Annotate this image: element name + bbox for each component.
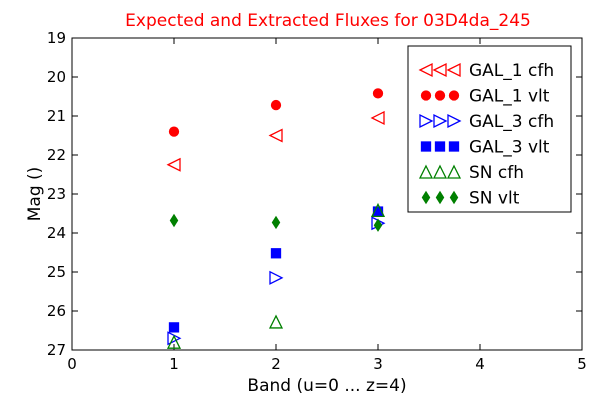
x-axis-label: Band (u=0 ... z=4) <box>247 376 406 396</box>
legend-marker <box>420 90 432 101</box>
legend-entry: SN cfh <box>418 163 524 183</box>
y-tick-label: 23 <box>47 185 66 203</box>
legend-marker <box>449 190 459 205</box>
y-tick-label: 24 <box>47 224 66 242</box>
legend-marker <box>447 113 462 129</box>
data-point-sn-cfh <box>166 334 182 349</box>
legend-entry: GAL_1 cfh <box>418 61 554 81</box>
data-point-sn-vlt <box>169 213 179 228</box>
data-point-gal-1-cfh <box>166 157 181 172</box>
legend-marker <box>421 190 431 205</box>
x-tick-label: 5 <box>577 355 587 373</box>
legend-label: GAL_1 cfh <box>469 61 554 81</box>
data-point-sn-vlt <box>373 218 383 232</box>
legend-marker <box>434 90 446 101</box>
legend-label: GAL_3 cfh <box>469 112 554 132</box>
data-point-gal-1-cfh <box>370 110 385 126</box>
y-tick-label: 25 <box>47 263 66 281</box>
data-point-sn-vlt <box>271 215 281 230</box>
legend-marker <box>435 190 445 205</box>
legend-marker <box>419 113 434 129</box>
data-point-gal-3-vlt <box>168 322 180 333</box>
data-point-gal-1-vlt <box>270 99 282 111</box>
legend-marker <box>446 164 462 179</box>
data-point-gal-1-vlt <box>168 126 180 137</box>
y-tick-label: 26 <box>47 302 66 320</box>
y-tick-label: 27 <box>47 341 66 359</box>
legend-entry: SN vlt <box>421 189 520 209</box>
legend-marker <box>418 62 433 78</box>
data-point-sn-cfh <box>370 202 386 218</box>
legend-label: SN cfh <box>469 163 524 183</box>
legend-marker <box>448 90 460 101</box>
x-tick-label: 1 <box>169 355 179 373</box>
legend: GAL_1 cfh GAL_1 vlt GAL_3 cfh GAL_3 vlt SN c… <box>407 45 572 213</box>
y-tick-label: 19 <box>47 29 66 47</box>
legend-label: GAL_3 vlt <box>469 138 550 158</box>
legend-marker <box>446 62 461 78</box>
data-point-gal-1-vlt <box>372 88 384 99</box>
y-axis-label: Mag () <box>25 167 45 222</box>
legend-marker <box>418 164 434 179</box>
data-marks <box>166 88 386 349</box>
legend-marker <box>420 141 432 152</box>
legend-box <box>407 45 572 213</box>
legend-entry: GAL_1 vlt <box>420 87 550 107</box>
legend-marker <box>448 141 460 152</box>
legend-marker <box>434 141 446 152</box>
data-point-gal-1-cfh <box>268 128 283 143</box>
data-point-gal-3-cfh <box>269 270 284 285</box>
data-point-gal-3-vlt <box>270 248 282 259</box>
x-tick-label: 3 <box>373 355 383 373</box>
legend-label: GAL_1 vlt <box>469 87 550 107</box>
x-tick-label: 0 <box>67 355 77 373</box>
legend-marker <box>433 113 448 129</box>
legend-label: SN vlt <box>469 189 520 209</box>
plot-frame <box>71 37 583 351</box>
y-tick-label: 22 <box>47 146 66 164</box>
legend-entry: GAL_3 vlt <box>420 138 550 158</box>
y-tick-label: 20 <box>47 68 66 86</box>
legend-marker <box>432 164 448 179</box>
y-tick-label: 21 <box>47 107 66 125</box>
x-tick-label: 2 <box>271 355 281 373</box>
data-point-sn-cfh <box>268 314 284 329</box>
legend-marker <box>432 62 447 78</box>
chart-title: Expected and Extracted Fluxes for 03D4da… <box>125 11 531 31</box>
legend-entry: GAL_3 cfh <box>419 112 554 132</box>
x-tick-label: 4 <box>475 355 485 373</box>
